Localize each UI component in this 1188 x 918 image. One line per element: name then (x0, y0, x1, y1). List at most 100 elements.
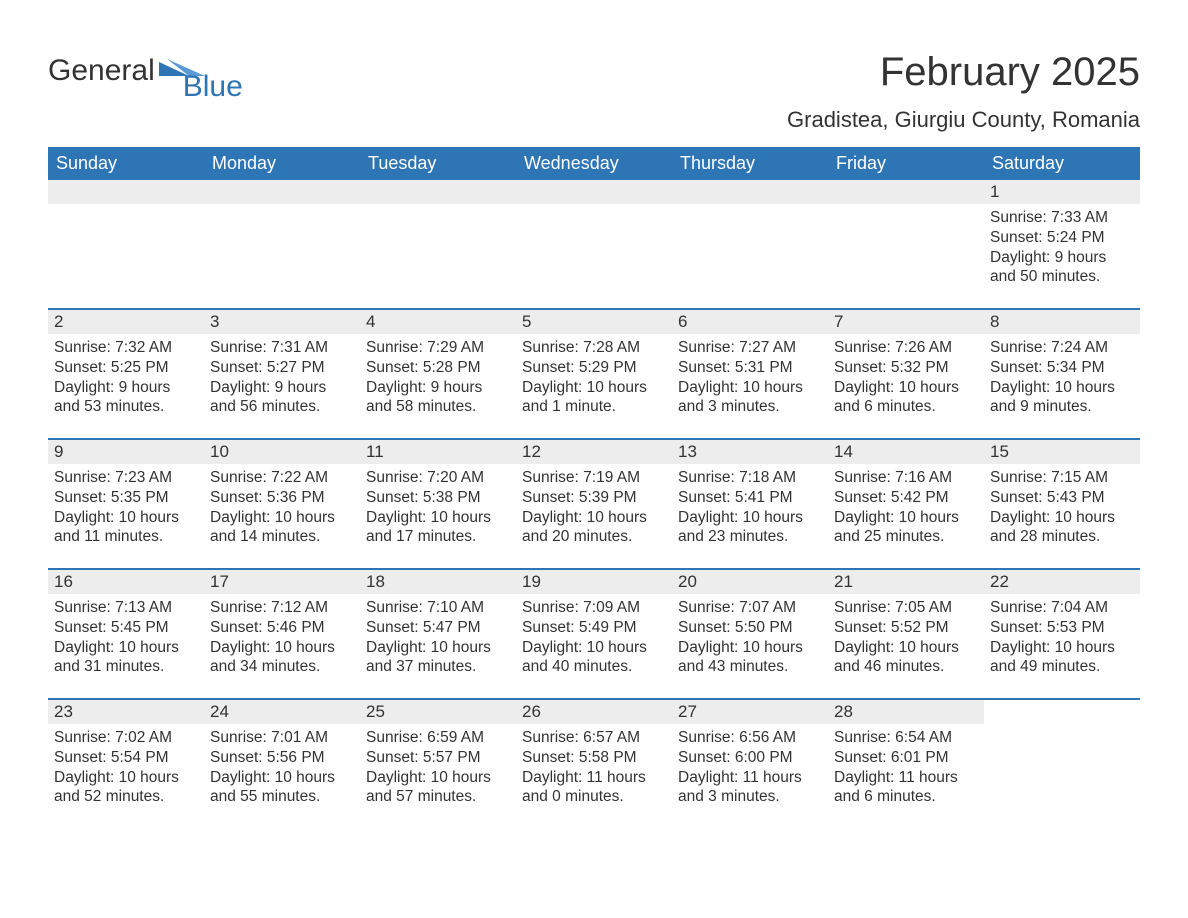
day-details: Sunrise: 7:24 AMSunset: 5:34 PMDaylight:… (984, 334, 1140, 423)
week-row: 1Sunrise: 7:33 AMSunset: 5:24 PMDaylight… (48, 180, 1140, 308)
empty-day-bar (360, 180, 516, 204)
day-number: 11 (360, 440, 516, 464)
day-details: Sunrise: 7:15 AMSunset: 5:43 PMDaylight:… (984, 464, 1140, 553)
sunrise-text: Sunrise: 6:57 AM (522, 728, 666, 748)
weekday-header: Tuesday (360, 147, 516, 180)
sunset-text: Sunset: 5:45 PM (54, 618, 198, 638)
day-number: 26 (516, 700, 672, 724)
day-cell (672, 180, 828, 308)
day-cell: 10Sunrise: 7:22 AMSunset: 5:36 PMDayligh… (204, 440, 360, 568)
sunset-text: Sunset: 5:34 PM (990, 358, 1134, 378)
daylight-text: Daylight: 10 hours and 43 minutes. (678, 638, 822, 678)
day-details: Sunrise: 7:01 AMSunset: 5:56 PMDaylight:… (204, 724, 360, 813)
day-cell: 24Sunrise: 7:01 AMSunset: 5:56 PMDayligh… (204, 700, 360, 828)
day-cell: 4Sunrise: 7:29 AMSunset: 5:28 PMDaylight… (360, 310, 516, 438)
sunrise-text: Sunrise: 7:19 AM (522, 468, 666, 488)
daylight-text: Daylight: 10 hours and 6 minutes. (834, 378, 978, 418)
day-details: Sunrise: 7:28 AMSunset: 5:29 PMDaylight:… (516, 334, 672, 423)
weekday-header: Monday (204, 147, 360, 180)
logo: General Blue (48, 56, 243, 104)
daylight-text: Daylight: 10 hours and 23 minutes. (678, 508, 822, 548)
daylight-text: Daylight: 10 hours and 20 minutes. (522, 508, 666, 548)
sunrise-text: Sunrise: 6:59 AM (366, 728, 510, 748)
day-number: 12 (516, 440, 672, 464)
sunrise-text: Sunrise: 7:18 AM (678, 468, 822, 488)
day-cell: 26Sunrise: 6:57 AMSunset: 5:58 PMDayligh… (516, 700, 672, 828)
day-cell: 15Sunrise: 7:15 AMSunset: 5:43 PMDayligh… (984, 440, 1140, 568)
day-details: Sunrise: 7:20 AMSunset: 5:38 PMDaylight:… (360, 464, 516, 553)
day-details: Sunrise: 7:10 AMSunset: 5:47 PMDaylight:… (360, 594, 516, 683)
day-details: Sunrise: 7:22 AMSunset: 5:36 PMDaylight:… (204, 464, 360, 553)
day-cell: 14Sunrise: 7:16 AMSunset: 5:42 PMDayligh… (828, 440, 984, 568)
sunset-text: Sunset: 5:28 PM (366, 358, 510, 378)
day-cell: 8Sunrise: 7:24 AMSunset: 5:34 PMDaylight… (984, 310, 1140, 438)
daylight-text: Daylight: 10 hours and 52 minutes. (54, 768, 198, 808)
sunset-text: Sunset: 5:27 PM (210, 358, 354, 378)
day-details: Sunrise: 7:09 AMSunset: 5:49 PMDaylight:… (516, 594, 672, 683)
week-row: 2Sunrise: 7:32 AMSunset: 5:25 PMDaylight… (48, 308, 1140, 438)
calendar: SundayMondayTuesdayWednesdayThursdayFrid… (48, 147, 1140, 828)
sunset-text: Sunset: 5:53 PM (990, 618, 1134, 638)
sunset-text: Sunset: 5:54 PM (54, 748, 198, 768)
sunrise-text: Sunrise: 7:02 AM (54, 728, 198, 748)
title-block: February 2025 Gradistea, Giurgiu County,… (787, 50, 1140, 133)
daylight-text: Daylight: 10 hours and 14 minutes. (210, 508, 354, 548)
day-number: 24 (204, 700, 360, 724)
day-cell: 9Sunrise: 7:23 AMSunset: 5:35 PMDaylight… (48, 440, 204, 568)
day-number: 14 (828, 440, 984, 464)
sunrise-text: Sunrise: 7:20 AM (366, 468, 510, 488)
day-number: 21 (828, 570, 984, 594)
day-number: 1 (984, 180, 1140, 204)
empty-day-bar (48, 180, 204, 204)
day-details: Sunrise: 7:31 AMSunset: 5:27 PMDaylight:… (204, 334, 360, 423)
day-cell: 19Sunrise: 7:09 AMSunset: 5:49 PMDayligh… (516, 570, 672, 698)
sunrise-text: Sunrise: 7:29 AM (366, 338, 510, 358)
sunrise-text: Sunrise: 6:54 AM (834, 728, 978, 748)
daylight-text: Daylight: 10 hours and 31 minutes. (54, 638, 198, 678)
day-number: 18 (360, 570, 516, 594)
month-title: February 2025 (787, 50, 1140, 95)
day-number: 17 (204, 570, 360, 594)
week-row: 9Sunrise: 7:23 AMSunset: 5:35 PMDaylight… (48, 438, 1140, 568)
day-details: Sunrise: 7:26 AMSunset: 5:32 PMDaylight:… (828, 334, 984, 423)
day-cell (48, 180, 204, 308)
sunrise-text: Sunrise: 7:26 AM (834, 338, 978, 358)
sunset-text: Sunset: 5:38 PM (366, 488, 510, 508)
sunset-text: Sunset: 5:41 PM (678, 488, 822, 508)
sunset-text: Sunset: 5:31 PM (678, 358, 822, 378)
sunrise-text: Sunrise: 7:23 AM (54, 468, 198, 488)
day-details: Sunrise: 7:27 AMSunset: 5:31 PMDaylight:… (672, 334, 828, 423)
daylight-text: Daylight: 10 hours and 57 minutes. (366, 768, 510, 808)
day-details: Sunrise: 7:12 AMSunset: 5:46 PMDaylight:… (204, 594, 360, 683)
weekday-header: Wednesday (516, 147, 672, 180)
sunset-text: Sunset: 5:49 PM (522, 618, 666, 638)
day-number: 15 (984, 440, 1140, 464)
sunrise-text: Sunrise: 7:33 AM (990, 208, 1134, 228)
day-details: Sunrise: 7:02 AMSunset: 5:54 PMDaylight:… (48, 724, 204, 813)
sunrise-text: Sunrise: 7:12 AM (210, 598, 354, 618)
location-label: Gradistea, Giurgiu County, Romania (787, 107, 1140, 133)
day-number: 27 (672, 700, 828, 724)
day-cell: 28Sunrise: 6:54 AMSunset: 6:01 PMDayligh… (828, 700, 984, 828)
day-cell: 27Sunrise: 6:56 AMSunset: 6:00 PMDayligh… (672, 700, 828, 828)
day-cell (984, 700, 1140, 828)
day-number: 7 (828, 310, 984, 334)
daylight-text: Daylight: 10 hours and 17 minutes. (366, 508, 510, 548)
day-cell: 2Sunrise: 7:32 AMSunset: 5:25 PMDaylight… (48, 310, 204, 438)
day-details: Sunrise: 6:57 AMSunset: 5:58 PMDaylight:… (516, 724, 672, 813)
sunrise-text: Sunrise: 7:04 AM (990, 598, 1134, 618)
sunset-text: Sunset: 5:56 PM (210, 748, 354, 768)
week-row: 23Sunrise: 7:02 AMSunset: 5:54 PMDayligh… (48, 698, 1140, 828)
empty-day-bar (672, 180, 828, 204)
day-number: 2 (48, 310, 204, 334)
daylight-text: Daylight: 10 hours and 40 minutes. (522, 638, 666, 678)
weekday-header-row: SundayMondayTuesdayWednesdayThursdayFrid… (48, 147, 1140, 180)
day-details: Sunrise: 7:19 AMSunset: 5:39 PMDaylight:… (516, 464, 672, 553)
day-details: Sunrise: 6:59 AMSunset: 5:57 PMDaylight:… (360, 724, 516, 813)
day-number: 20 (672, 570, 828, 594)
daylight-text: Daylight: 10 hours and 37 minutes. (366, 638, 510, 678)
daylight-text: Daylight: 9 hours and 56 minutes. (210, 378, 354, 418)
day-cell (204, 180, 360, 308)
day-details: Sunrise: 7:29 AMSunset: 5:28 PMDaylight:… (360, 334, 516, 423)
day-number: 4 (360, 310, 516, 334)
